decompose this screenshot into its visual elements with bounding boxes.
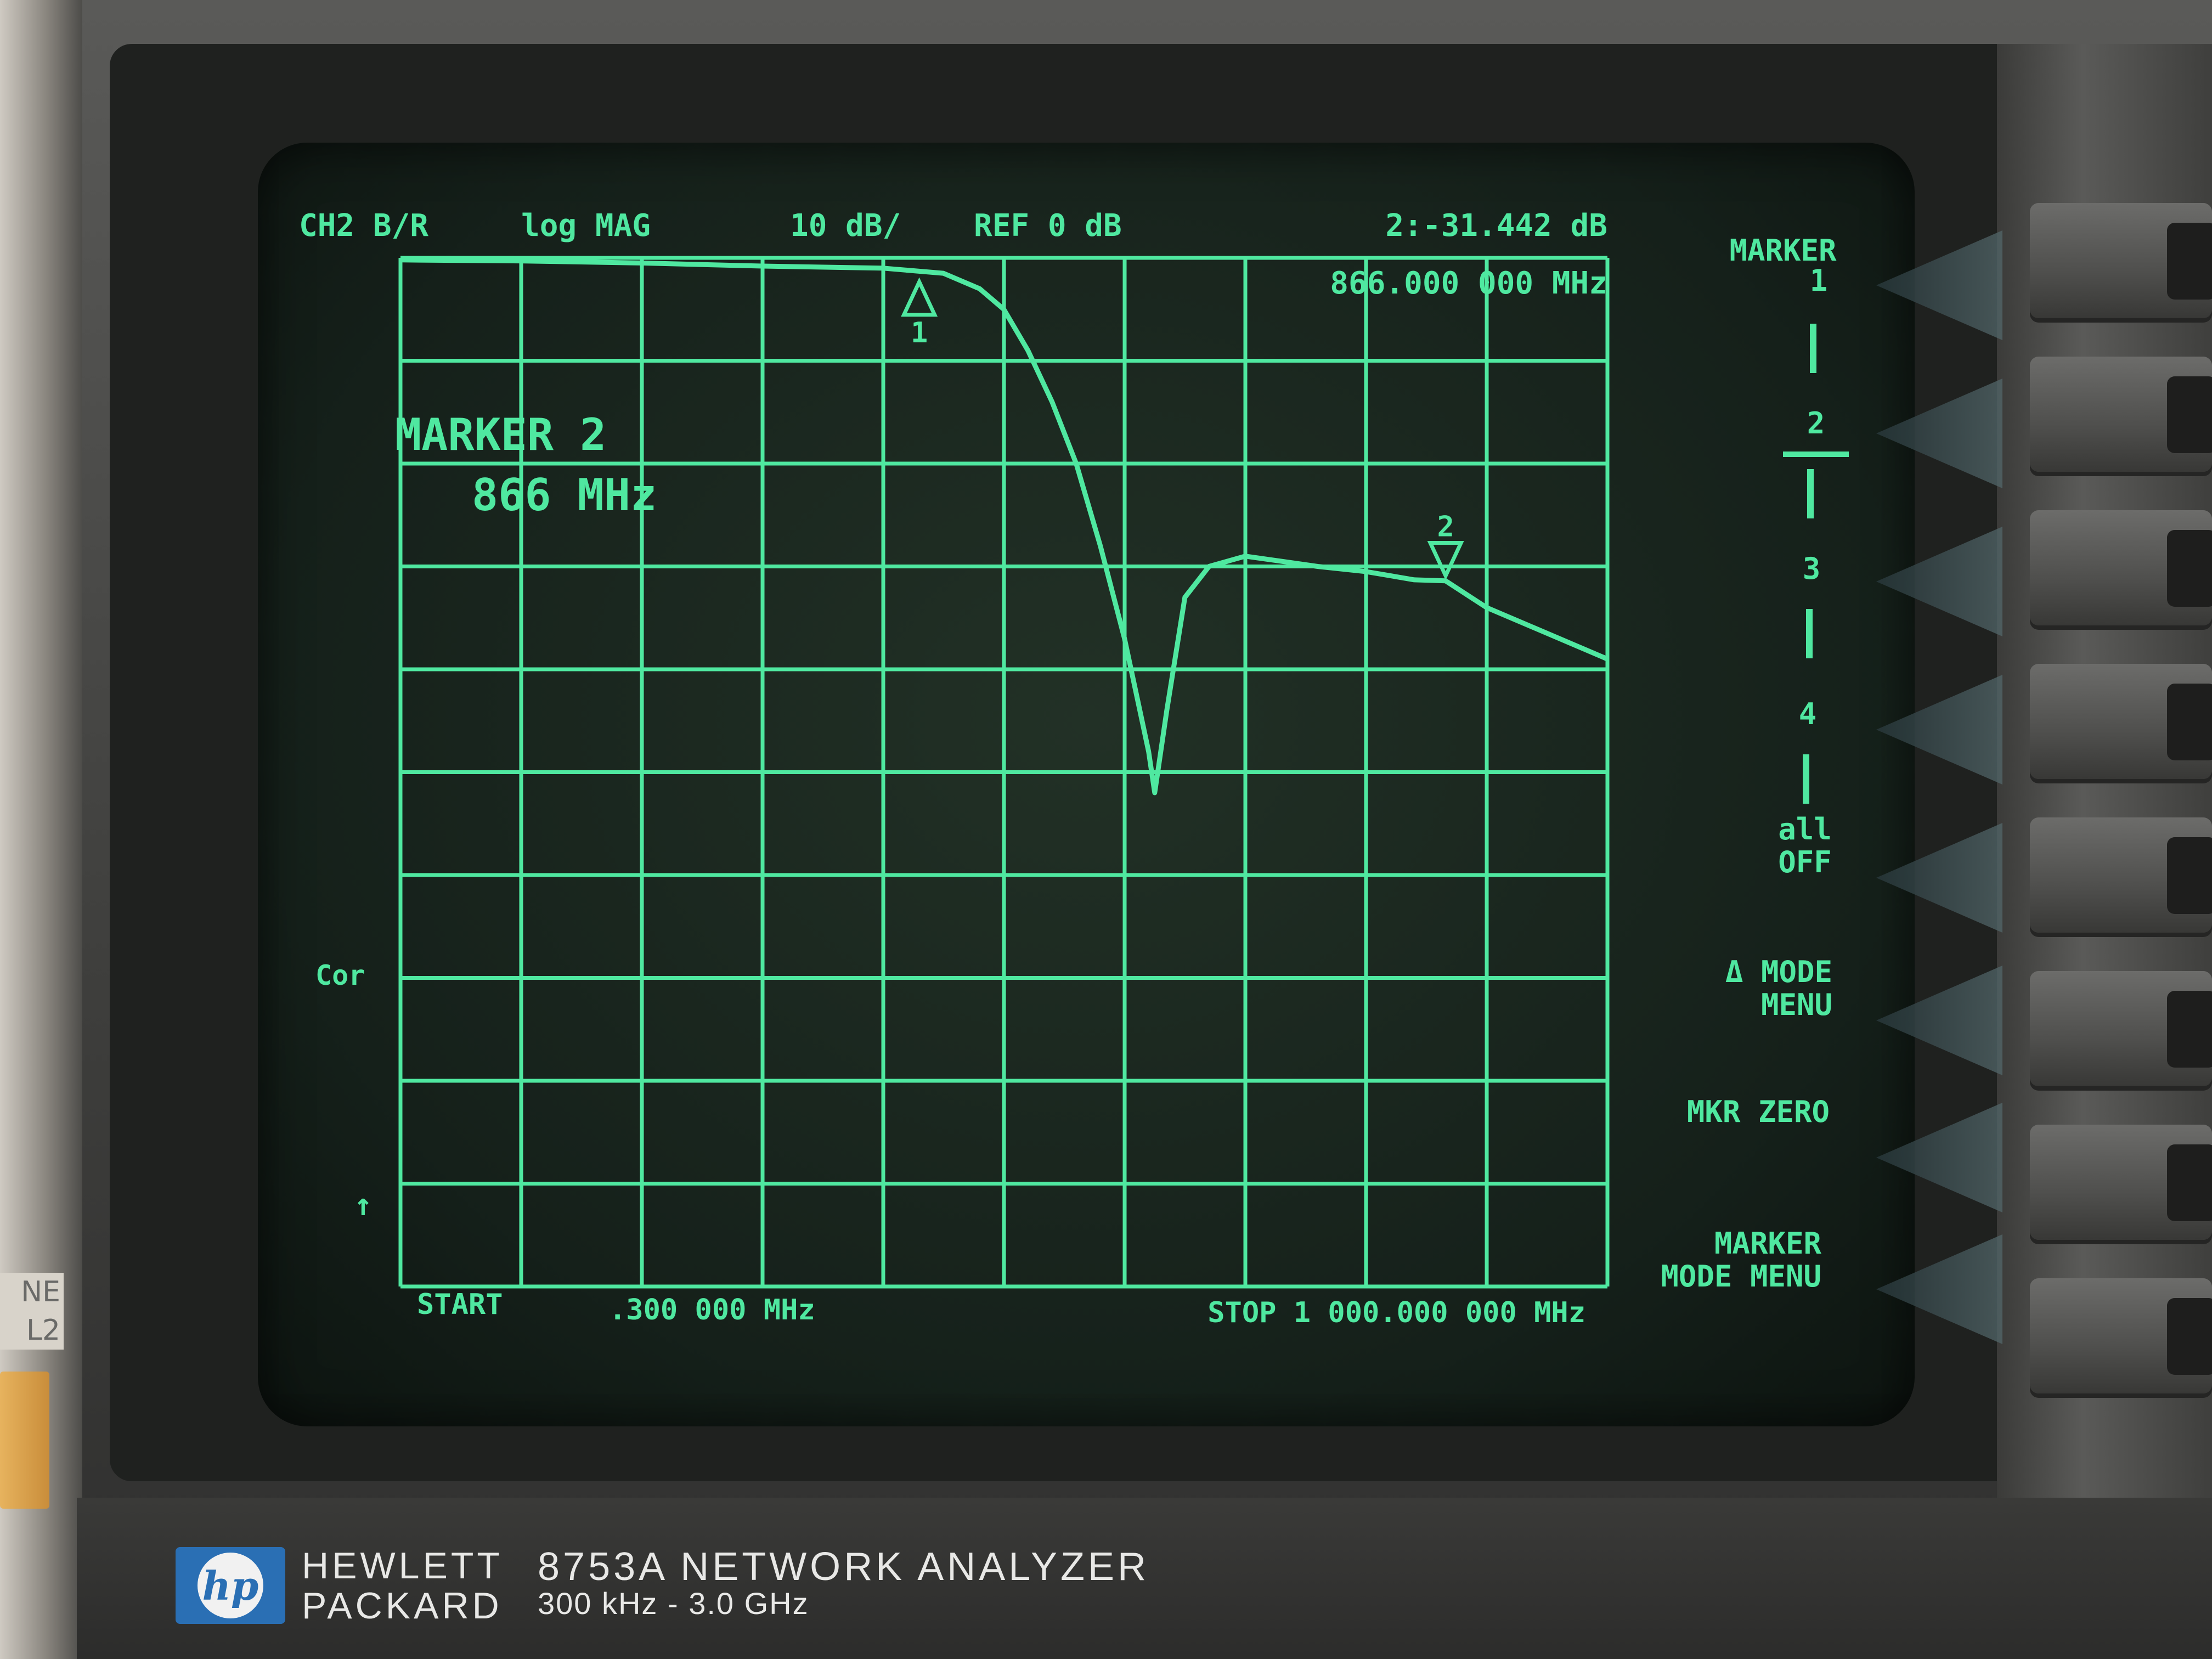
softkey-cap [2167,1298,2212,1375]
adjacent-instrument-label: NE L2 [0,1273,64,1350]
softkey-marker-4[interactable]: 4 [1799,697,1817,731]
reference-position-arrow: ↑ [354,1187,373,1223]
softkey-marker-1[interactable]: 1 [1810,263,1828,298]
format-label: log MAG [521,208,651,244]
softkey-labels: MARKER 1 2 3 4 all OFF Δ MODE MENU MKR Z… [1661,233,1849,1294]
model-name: 8753A NETWORK ANALYZER [538,1545,1150,1589]
brand-line2: PACKARD [302,1585,503,1627]
softkey-cap [2167,684,2212,760]
softkey-marker-zero[interactable]: MKR ZERO [1687,1094,1830,1129]
softkey-button-2[interactable] [2030,357,2212,472]
softkey-marker-3[interactable]: 3 [1803,551,1821,586]
softkey-marker-mode-menu-line1[interactable]: MARKER [1714,1226,1822,1261]
softkey-cap [2167,837,2212,914]
softkey-button-5[interactable] [2030,817,2212,933]
softkey-delta-mode-line1[interactable]: Δ MODE [1725,955,1832,989]
trace-markers: 12 [901,277,1464,580]
softkey-button-7[interactable] [2030,1125,2212,1240]
start-value: .300 000 MHz [609,1294,815,1327]
softkey-all-off-line2[interactable]: OFF [1778,845,1832,879]
softkey-cap [2167,991,2212,1068]
softkey-cap [2167,530,2212,607]
softkey-button-6[interactable] [2030,971,2212,1086]
marker-1-symbol [901,277,938,317]
trace-line [400,257,1609,795]
hp-logo-mark: hp [198,1553,263,1618]
softkey-button-3[interactable] [2030,510,2212,625]
softkey-cap [2167,376,2212,453]
brand-line1: HEWLETT [302,1545,503,1587]
channel-label: CH2 B/R [299,208,428,244]
softkey-button-4[interactable] [2030,664,2212,779]
model-frequency-range: 300 kHz - 3.0 GHz [538,1586,809,1621]
softkey-button-1[interactable] [2030,203,2212,318]
marker-1-label: 1 [911,317,928,349]
softkey-cap [2167,1144,2212,1221]
adjacent-label-line2: L2 [26,1314,60,1347]
stop-label: STOP 1 000.000 000 MHz [1207,1296,1585,1329]
marker-readout-freq: 866.000 000 MHz [1330,266,1607,301]
scale-label: 10 dB/ [790,208,901,244]
hp-logo: hp [176,1547,285,1624]
marker-readout-value: 2:-31.442 dB [1385,208,1607,244]
start-label: START [417,1288,503,1321]
crt-screen [258,143,1915,1426]
softkey-cap [2167,223,2212,300]
correction-indicator: Cor [315,960,365,991]
softkey-marker-title[interactable]: MARKER [1729,233,1837,268]
adjacent-orange-key [0,1372,49,1509]
graticule [398,256,1610,1289]
softkey-button-8[interactable] [2030,1278,2212,1393]
active-marker-title: MARKER 2 [395,409,606,460]
adjacent-label-line1: NE [21,1276,60,1308]
active-marker-freq: 866 MHz [472,470,657,521]
softkey-marker-2[interactable]: 2 [1807,406,1825,441]
marker-2-symbol [1427,541,1464,580]
marker-2-label: 2 [1437,511,1454,544]
reference-label: REF 0 dB [974,208,1122,244]
nameplate [77,1498,2212,1659]
softkey-delta-mode-line2[interactable]: MENU [1761,988,1832,1022]
trace [400,257,1609,795]
softkey-all-off-line1[interactable]: all [1778,812,1832,847]
softkey-marker-mode-menu-line2[interactable]: MODE MENU [1661,1259,1821,1294]
